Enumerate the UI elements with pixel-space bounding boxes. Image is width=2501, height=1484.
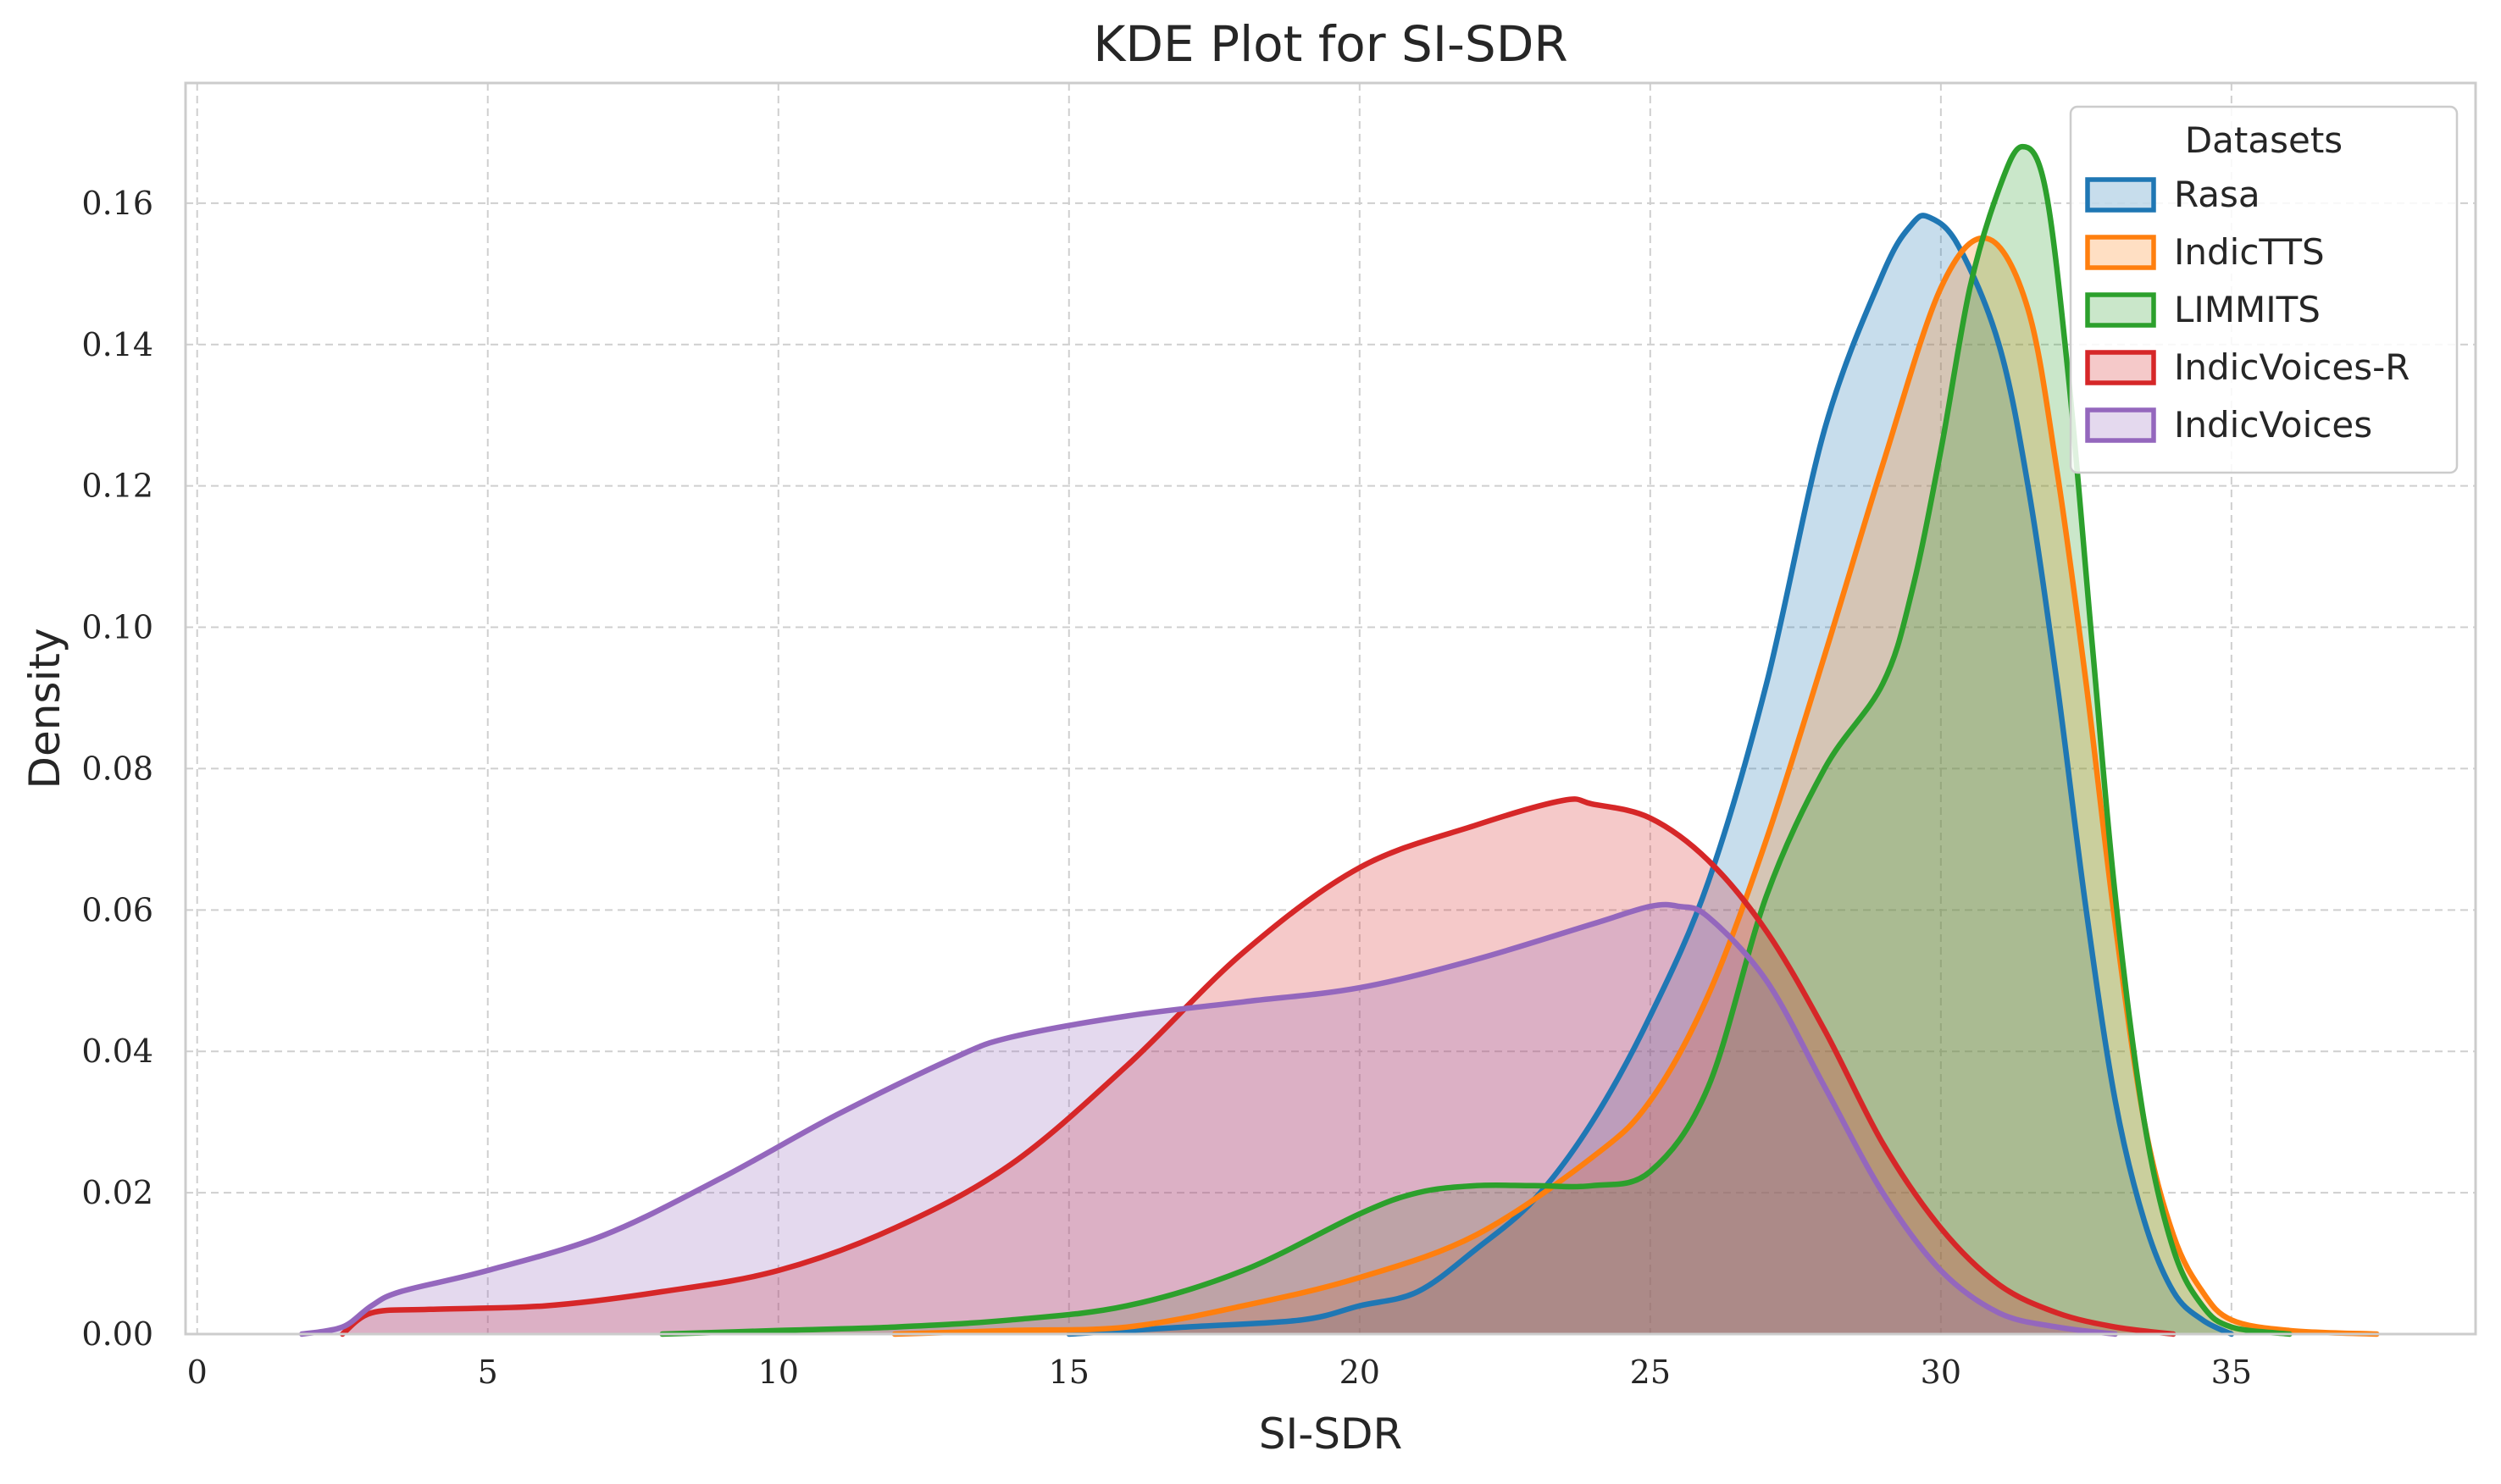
series-line-indicvoices — [298, 901, 2118, 1337]
grid-lines — [186, 83, 2476, 1334]
tick-labels: 0 5 10 15 20 25 30 35 0.00 0.02 0.04 0.06 0.08 0.10 0.… — [81, 185, 2252, 1391]
legend-label-indictts: IndicTTS — [2174, 231, 2325, 273]
x-tick-label: 25 — [1630, 1354, 1671, 1391]
x-axis-label: SI-SDR — [1259, 1409, 1403, 1459]
series-fill-indicvoices-r — [342, 799, 2174, 1334]
series-fill-limmits — [662, 147, 2290, 1335]
legend-box — [2069, 105, 2459, 474]
legend-label-indicvoices-r: IndicVoices-R — [2174, 346, 2410, 388]
chart-title: KDE Plot for SI-SDR — [1093, 15, 1567, 73]
legend: Datasets Rasa IndicTTS LIMMITS IndicVoices-… — [2069, 105, 2459, 474]
y-axis-label: Density — [20, 628, 69, 789]
legend-entries: Rasa IndicTTS LIMMITS IndicVoices-R IndicVoi… — [2085, 174, 2410, 446]
y-tick-label: 0.12 — [81, 468, 153, 505]
y-tick-label: 0.02 — [81, 1174, 153, 1211]
y-tick-label: 0.06 — [81, 891, 153, 928]
x-tick-label: 5 — [478, 1354, 498, 1391]
legend-label-limmits: LIMMITS — [2174, 289, 2321, 330]
y-tick-label: 0.16 — [81, 185, 153, 222]
x-tick-label: 0 — [187, 1354, 208, 1391]
y-tick-label: 0.08 — [81, 750, 153, 787]
x-tick-label: 30 — [1921, 1354, 1961, 1391]
x-tick-label: 20 — [1339, 1354, 1380, 1391]
series-fills — [302, 147, 2377, 1335]
x-tick-label: 15 — [1049, 1354, 1090, 1391]
y-tick-label: 0.10 — [81, 609, 153, 646]
series-fill-indicvoices — [302, 905, 2116, 1334]
legend-swatch-limmits — [2085, 292, 2156, 328]
legend-swatch-indicvoices — [2085, 407, 2156, 443]
series-lines — [298, 143, 2380, 1337]
legend-swatch-indictts — [2085, 235, 2156, 270]
legend-label-rasa: Rasa — [2174, 174, 2260, 215]
series-line-limmits — [659, 143, 2293, 1337]
plot-frame — [184, 81, 2477, 1336]
legend-label-indicvoices: IndicVoices — [2174, 404, 2372, 446]
x-tick-label: 10 — [758, 1354, 799, 1391]
x-tick-label: 35 — [2211, 1354, 2252, 1391]
series-fill-indictts — [895, 238, 2377, 1334]
legend-title: Datasets — [2185, 119, 2343, 161]
series-line-indicvoices-r — [339, 796, 2177, 1337]
y-tick-label: 0.00 — [81, 1315, 153, 1353]
series-line-rasa — [1066, 213, 2235, 1337]
series-fill-rasa — [1068, 215, 2232, 1334]
legend-swatch-indicvoices-r — [2085, 350, 2156, 385]
y-tick-label: 0.04 — [81, 1033, 153, 1070]
y-tick-label: 0.14 — [81, 326, 153, 363]
legend-swatch-rasa — [2085, 177, 2156, 213]
